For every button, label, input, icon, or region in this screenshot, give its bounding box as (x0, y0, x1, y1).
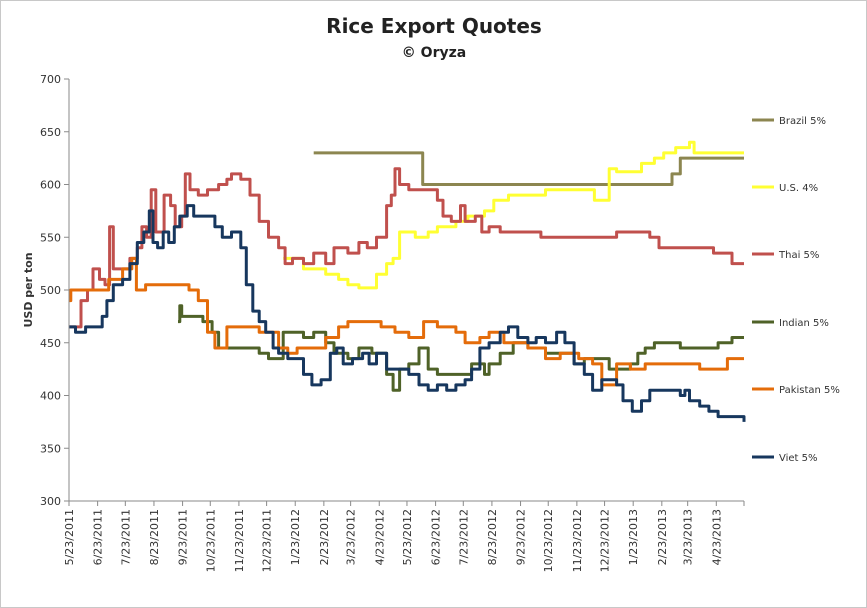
x-tick-label: 8/23/2012 (486, 509, 499, 565)
x-tick-label: 9/23/2012 (515, 509, 528, 565)
legend-label: U.S. 4% (779, 183, 818, 194)
series-line-u-s-4 (283, 140, 744, 290)
x-tick-label: 3/23/2013 (682, 509, 695, 565)
legend-label: Brazil 5% (779, 116, 826, 127)
x-tick-label: 1/23/2012 (289, 509, 302, 565)
x-tick-label: 6/23/2012 (430, 509, 443, 565)
x-tick-label: 9/23/2011 (177, 509, 190, 565)
y-tick-label: 400 (40, 390, 61, 403)
x-tick-label: 3/23/2012 (345, 509, 358, 565)
chart-subtitle: © Oryza (402, 45, 466, 61)
y-tick-label: 600 (40, 179, 61, 192)
x-tick-label: 5/23/2011 (63, 509, 76, 565)
legend-label: Indian 5% (779, 318, 829, 329)
x-tick-label: 11/23/2012 (571, 509, 584, 572)
x-tick-label: 2/23/2013 (656, 509, 669, 565)
x-tick-label: 10/23/2011 (204, 509, 217, 572)
y-tick-label: 300 (40, 495, 61, 508)
x-tick-label: 8/23/2011 (148, 509, 161, 565)
legend-label: Viet 5% (779, 453, 818, 464)
series-line-brazil-5 (313, 151, 744, 186)
x-tick-label: 7/23/2011 (119, 509, 132, 565)
series-line-indian-5 (178, 304, 744, 392)
x-tick-label: 4/23/2012 (373, 509, 386, 565)
y-tick-label: 350 (40, 442, 61, 455)
y-axis-ticks: 300 350 400 450 500 550 600 650 700 (40, 73, 69, 508)
chart-title: Rice Export Quotes (326, 14, 542, 38)
y-tick-label: 550 (40, 231, 61, 244)
x-tick-label: 1/23/2013 (627, 509, 640, 565)
x-tick-label: 4/23/2013 (710, 509, 723, 565)
series-line-viet-5 (69, 204, 746, 422)
x-tick-label: 12/23/2011 (261, 509, 274, 572)
x-tick-label: 5/23/2012 (401, 509, 414, 565)
x-tick-label: 11/23/2011 (233, 509, 246, 572)
x-axis-ticks: 5/23/2011 6/23/2011 7/23/2011 8/23/2011 9/23… (63, 501, 745, 572)
y-tick-label: 500 (40, 284, 61, 297)
y-tick-label: 700 (40, 73, 61, 86)
x-tick-label: 10/23/2012 (542, 509, 555, 572)
x-tick-label: 12/23/2012 (599, 509, 612, 572)
series-line-thai-5 (69, 167, 744, 329)
legend: Brazil 5% U.S. 4% Thai 5% Indian 5% Pakistan… (752, 116, 840, 464)
y-tick-label: 650 (40, 126, 61, 139)
x-tick-label: 6/23/2011 (92, 509, 105, 565)
x-tick-label: 2/23/2012 (318, 509, 331, 565)
y-axis-label: USD per ton (22, 252, 35, 327)
legend-label: Pakistan 5% (779, 385, 840, 396)
x-tick-label: 7/23/2012 (457, 509, 470, 565)
y-tick-label: 450 (40, 337, 61, 350)
legend-label: Thai 5% (778, 250, 819, 261)
series-lines (69, 140, 746, 422)
series-line-pakistan-5 (69, 256, 744, 387)
